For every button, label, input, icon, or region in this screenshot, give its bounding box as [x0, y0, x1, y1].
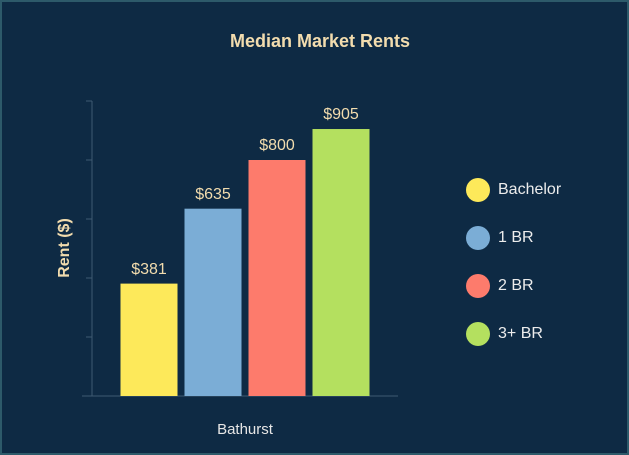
- value-label: $905: [323, 106, 359, 123]
- value-label: $800: [259, 137, 295, 154]
- legend-swatch: [466, 178, 490, 202]
- legend-label: 2 BR: [498, 277, 534, 294]
- value-label: $635: [195, 186, 231, 203]
- legend-label: 3+ BR: [498, 325, 543, 342]
- legend-label: Bachelor: [498, 181, 562, 198]
- y-axis-label: Rent ($): [56, 218, 73, 278]
- legend-swatch: [466, 322, 490, 346]
- value-label: $381: [131, 261, 167, 278]
- bar: [184, 208, 242, 396]
- bar: [312, 129, 370, 396]
- chart-title: Median Market Rents: [230, 31, 410, 51]
- legend-swatch: [466, 274, 490, 298]
- bar: [248, 160, 306, 396]
- legend-label: 1 BR: [498, 229, 534, 246]
- x-tick-label: Bathurst: [217, 421, 274, 438]
- bar: [120, 283, 178, 396]
- legend-swatch: [466, 226, 490, 250]
